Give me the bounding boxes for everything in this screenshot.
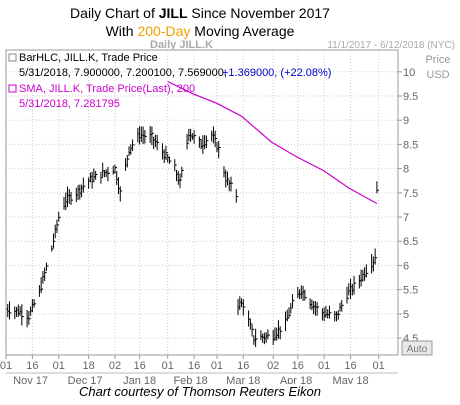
y-tick-label: 6 [403, 260, 409, 272]
watermark-label: Daily JILL.K [150, 39, 213, 51]
title-suffix: Since November 2017 [187, 5, 330, 21]
y-tick-label: 9 [403, 115, 409, 127]
x-month-label: Feb 18 [173, 375, 207, 384]
x-tick-label: 02 [267, 360, 279, 372]
x-tick-label: 16 [344, 360, 356, 372]
chart-title-line-1: Daily Chart of JILL Since November 2017 [0, 5, 400, 21]
legend-price-change: +1.369000, (+22.08%) [222, 67, 331, 79]
x-tick-label: 16 [188, 360, 200, 372]
auto-button [401, 340, 433, 356]
x-month-label: Apr 18 [280, 375, 312, 384]
legend-sma-values: 5/31/2018, 7.281795 [19, 98, 120, 110]
y-tick-label: 5.5 [403, 285, 418, 297]
title-ticker: JILL [158, 5, 188, 21]
y-tick-label: 8.5 [403, 139, 418, 151]
x-tick-label: 16 [133, 360, 145, 372]
plot-frame [5, 49, 399, 356]
y-tick-label: 5 [403, 309, 409, 321]
y-tick-label: 8 [403, 164, 409, 176]
x-month-label: Dec 17 [68, 375, 103, 384]
x-tick-label: 01 [373, 360, 385, 372]
y-tick-label: 7 [403, 212, 409, 224]
legend-swatch-sma [8, 84, 17, 93]
price-bars [5, 125, 379, 347]
x-tick-label: 18 [82, 360, 94, 372]
auto-label: Auto [407, 344, 428, 355]
y-tick-label: 10 [403, 67, 415, 79]
subtitle-suffix: Moving Average [190, 23, 295, 39]
x-tick-label: 16 [237, 360, 249, 372]
chart-caption: Chart courtesy of Thomson Reuters Eikon [78, 384, 322, 399]
chart-title-line-2: With 200-Day Moving Average [0, 23, 400, 39]
date-range-label: 11/1/2017 - 6/12/2018 (NYC) [327, 40, 455, 51]
x-tick-label: 01 [53, 360, 65, 372]
x-month-label: Mar 18 [226, 375, 260, 384]
subtitle-prefix: With [105, 23, 138, 39]
x-tick-label: 16 [26, 360, 38, 372]
x-tick-label: 16 [292, 360, 304, 372]
x-tick-label: 01 [318, 360, 330, 372]
y-tick-label: 6.5 [403, 236, 418, 248]
x-month-label: Jan 18 [123, 375, 156, 384]
x-tick-label: 02 [109, 360, 121, 372]
sma-200-line [167, 80, 378, 205]
legend-swatch-price [8, 53, 17, 62]
grid-lines [6, 50, 398, 355]
legend-price-label: BarHLC, JILL.K, Trade Price [19, 52, 158, 64]
subtitle-highlight: 200-Day [137, 23, 191, 39]
x-tick-label: 01 [211, 360, 223, 372]
legend-sma-label: SMA, JILL.K, Trade Price(Last), 200 [19, 83, 195, 95]
x-month-label: Nov 17 [13, 375, 48, 384]
price-axis-title: Price [425, 54, 450, 66]
sma-line-group [167, 80, 378, 205]
y-tick-label: 7.5 [403, 188, 418, 200]
y-tick-label: 9.5 [403, 91, 418, 103]
x-tick-label: 01 [0, 360, 12, 372]
legend-price-values: 5/31/2018, 7.900000, 7.200100, 7.569000, [19, 67, 227, 79]
title-prefix: Daily Chart of [70, 5, 159, 21]
x-tick-label: 01 [162, 360, 174, 372]
chart-labels: Price USD Daily JILL.K 11/1/2017 - 6/12/201… [8, 39, 455, 356]
price-axis-title: USD [426, 69, 449, 81]
x-month-label: May 18 [332, 375, 368, 384]
